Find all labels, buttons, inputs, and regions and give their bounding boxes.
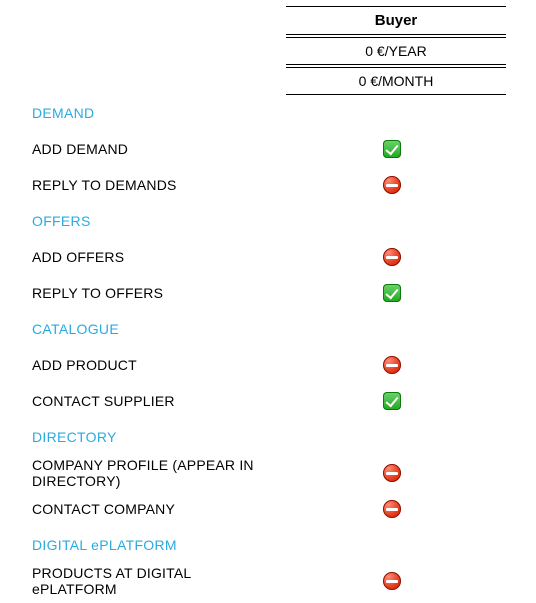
feature-label: REPLY TO OFFERS	[0, 285, 280, 301]
plan-price-year: 0 €/YEAR	[286, 37, 506, 65]
plan-title: Buyer	[286, 6, 506, 35]
section-header: DIGITAL ePLATFORM	[0, 537, 280, 553]
section-header: CATALOGUE	[0, 321, 280, 337]
check-icon	[383, 284, 401, 302]
comparison-table: Buyer 0 €/YEAR 0 €/MONTH DEMAND ADD DEMAN…	[0, 0, 536, 599]
feature-status	[280, 392, 504, 410]
feature-status	[280, 248, 504, 266]
section-header: OFFERS	[0, 213, 280, 229]
feature-label: COMPANY PROFILE (APPEAR IN DIRECTORY)	[0, 457, 280, 489]
feature-status	[280, 356, 504, 374]
section-header: DIRECTORY	[0, 429, 280, 445]
feature-status	[280, 284, 504, 302]
stop-icon	[383, 176, 401, 194]
stop-icon	[383, 248, 401, 266]
feature-label: ADD PRODUCT	[0, 357, 280, 373]
feature-label: ADD DEMAND	[0, 141, 280, 157]
feature-status	[280, 572, 504, 590]
feature-label: ADD OFFERS	[0, 249, 280, 265]
section-header: DEMAND	[0, 105, 280, 121]
feature-status	[280, 500, 504, 518]
plan-price-month: 0 €/MONTH	[286, 67, 506, 95]
check-icon	[383, 140, 401, 158]
feature-label: CONTACT COMPANY	[0, 501, 280, 517]
stop-icon	[383, 500, 401, 518]
feature-status	[280, 176, 504, 194]
feature-status	[280, 140, 504, 158]
feature-status	[280, 464, 504, 482]
feature-label: PRODUCTS AT DIGITAL ePLATFORM	[0, 565, 280, 597]
stop-icon	[383, 572, 401, 590]
stop-icon	[383, 464, 401, 482]
stop-icon	[383, 356, 401, 374]
check-icon	[383, 392, 401, 410]
feature-label: CONTACT SUPPLIER	[0, 393, 280, 409]
feature-label: REPLY TO DEMANDS	[0, 177, 280, 193]
